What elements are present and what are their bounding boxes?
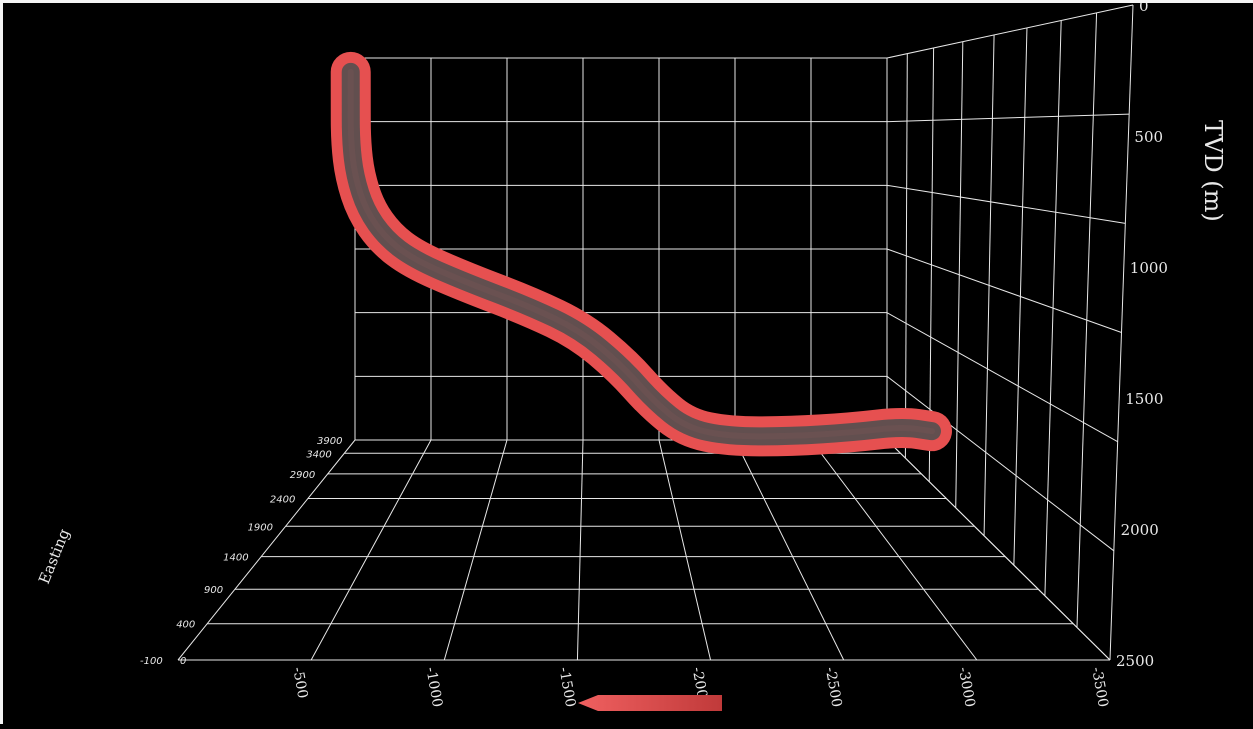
grid-line	[904, 53, 908, 459]
trajectory-tube-highlight	[347, 68, 935, 440]
grid-line	[1109, 4, 1134, 661]
grid-line	[983, 34, 995, 536]
x-tick-label: -3500	[1088, 666, 1111, 709]
arrow-icon	[578, 695, 722, 711]
top-border	[0, 0, 1253, 3]
y-tick-label: 0	[180, 656, 186, 667]
grid-line	[928, 47, 935, 482]
grid-line	[955, 41, 964, 508]
grid-line	[886, 4, 1134, 59]
z-tick-label: 500	[1134, 128, 1163, 146]
grid-line	[310, 439, 432, 661]
grid-line	[576, 439, 584, 661]
x-tick-label: -1500	[555, 666, 578, 709]
grid-layer	[177, 4, 1134, 661]
north-arrow	[578, 695, 722, 711]
y-tick-label: 1400	[223, 553, 248, 564]
z-tick-label: 2500	[1116, 652, 1154, 670]
grid-line	[810, 439, 978, 661]
x-tick-label: -3000	[955, 666, 978, 709]
grid-line	[886, 375, 1115, 552]
y-tick-label: 2900	[290, 470, 315, 481]
grid-line	[886, 184, 1126, 224]
x-tick-label: -2500	[822, 666, 845, 709]
y-tick-label: 1900	[248, 522, 273, 533]
grid-line	[886, 248, 1122, 333]
z-tick-label: 2000	[1121, 521, 1159, 539]
grid-line	[1013, 27, 1028, 566]
x-tick-label: -500	[289, 666, 310, 700]
x-tick-label: -1000	[422, 666, 445, 709]
z-tick-label: 0	[1139, 0, 1149, 15]
y-tick-label: 900	[204, 585, 223, 596]
z-tick-label: 1000	[1130, 259, 1168, 277]
grid-line	[886, 439, 1111, 661]
grid-line	[1076, 12, 1098, 628]
trajectory-tube-shade	[341, 62, 941, 446]
z-axis-label: TVD (m)	[1199, 120, 1227, 222]
grid-line	[734, 439, 845, 661]
y-tick-label: -100	[140, 656, 163, 667]
z-tick-label: 1500	[1125, 390, 1163, 408]
grid-line	[177, 439, 356, 661]
y-tick-label: 3900	[317, 436, 342, 447]
y-tick-label: 3400	[306, 449, 331, 460]
trajectory-layer	[330, 51, 952, 457]
grid-line	[886, 312, 1118, 443]
left-border	[0, 0, 3, 724]
y-tick-label: 400	[176, 620, 195, 631]
grid-line	[443, 439, 508, 661]
grid-line	[1044, 20, 1062, 596]
y-axis-label: Easting	[35, 526, 73, 587]
grid-line	[658, 439, 712, 661]
y-tick-label: 2400	[270, 495, 295, 506]
grid-line	[886, 113, 1130, 123]
